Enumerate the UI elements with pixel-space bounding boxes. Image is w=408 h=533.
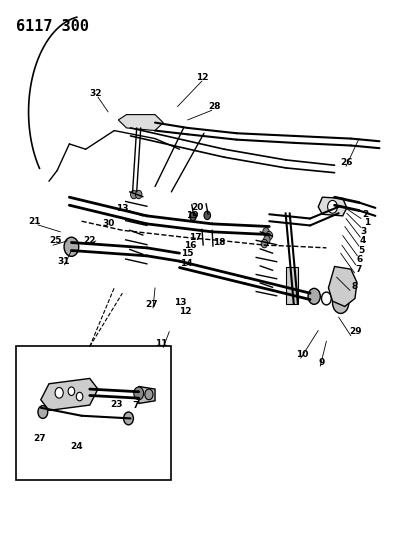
Text: 12: 12 bbox=[180, 308, 192, 316]
Polygon shape bbox=[286, 266, 298, 304]
Text: 27: 27 bbox=[146, 301, 158, 309]
Circle shape bbox=[328, 200, 337, 213]
Text: 32: 32 bbox=[90, 89, 102, 98]
Circle shape bbox=[124, 412, 133, 425]
Circle shape bbox=[190, 212, 196, 221]
Circle shape bbox=[322, 292, 331, 305]
Text: 29: 29 bbox=[350, 327, 362, 336]
Polygon shape bbox=[118, 115, 163, 131]
Text: 8: 8 bbox=[351, 282, 357, 291]
Text: 1: 1 bbox=[364, 219, 370, 227]
Text: 13: 13 bbox=[116, 205, 129, 213]
Text: 9: 9 bbox=[318, 358, 325, 367]
Text: 11: 11 bbox=[155, 340, 167, 348]
Text: 21: 21 bbox=[29, 217, 41, 225]
Text: 14: 14 bbox=[180, 260, 192, 268]
Circle shape bbox=[134, 387, 144, 400]
Text: 7: 7 bbox=[355, 265, 361, 273]
Text: 30: 30 bbox=[102, 220, 114, 228]
Text: 3: 3 bbox=[361, 228, 367, 236]
Text: 15: 15 bbox=[182, 249, 194, 257]
Text: 27: 27 bbox=[34, 434, 46, 442]
Circle shape bbox=[308, 288, 320, 304]
Text: 13: 13 bbox=[174, 298, 186, 307]
Text: 2: 2 bbox=[362, 210, 368, 219]
Circle shape bbox=[76, 392, 83, 401]
Circle shape bbox=[263, 228, 269, 236]
Text: 22: 22 bbox=[84, 237, 96, 245]
Polygon shape bbox=[328, 266, 357, 306]
Text: 18: 18 bbox=[213, 238, 226, 247]
Polygon shape bbox=[318, 197, 347, 216]
Text: 20: 20 bbox=[192, 204, 204, 212]
Text: 23: 23 bbox=[110, 400, 122, 408]
Text: 6117 300: 6117 300 bbox=[16, 19, 89, 34]
Polygon shape bbox=[41, 378, 98, 410]
Text: 10: 10 bbox=[296, 350, 308, 359]
Text: 5: 5 bbox=[358, 246, 364, 255]
Circle shape bbox=[38, 406, 48, 418]
Text: 19: 19 bbox=[186, 212, 199, 220]
Circle shape bbox=[145, 389, 153, 400]
Circle shape bbox=[264, 236, 270, 244]
Circle shape bbox=[68, 387, 75, 395]
Circle shape bbox=[135, 190, 142, 199]
Text: 31: 31 bbox=[57, 257, 69, 265]
Circle shape bbox=[266, 231, 273, 240]
Text: 6: 6 bbox=[357, 255, 363, 264]
Text: 26: 26 bbox=[341, 158, 353, 167]
Circle shape bbox=[64, 237, 79, 256]
Circle shape bbox=[333, 292, 349, 313]
Circle shape bbox=[204, 211, 211, 220]
Polygon shape bbox=[139, 386, 155, 403]
Text: 17: 17 bbox=[190, 233, 202, 241]
Text: 25: 25 bbox=[49, 237, 61, 245]
Text: 24: 24 bbox=[71, 442, 83, 451]
FancyBboxPatch shape bbox=[16, 346, 171, 480]
Text: 12: 12 bbox=[196, 73, 208, 82]
Text: 28: 28 bbox=[208, 102, 220, 111]
Text: 4: 4 bbox=[359, 237, 366, 245]
Circle shape bbox=[55, 387, 63, 398]
Circle shape bbox=[131, 190, 137, 199]
Text: 7: 7 bbox=[132, 401, 139, 409]
Text: 16: 16 bbox=[184, 241, 197, 249]
Circle shape bbox=[261, 239, 268, 248]
